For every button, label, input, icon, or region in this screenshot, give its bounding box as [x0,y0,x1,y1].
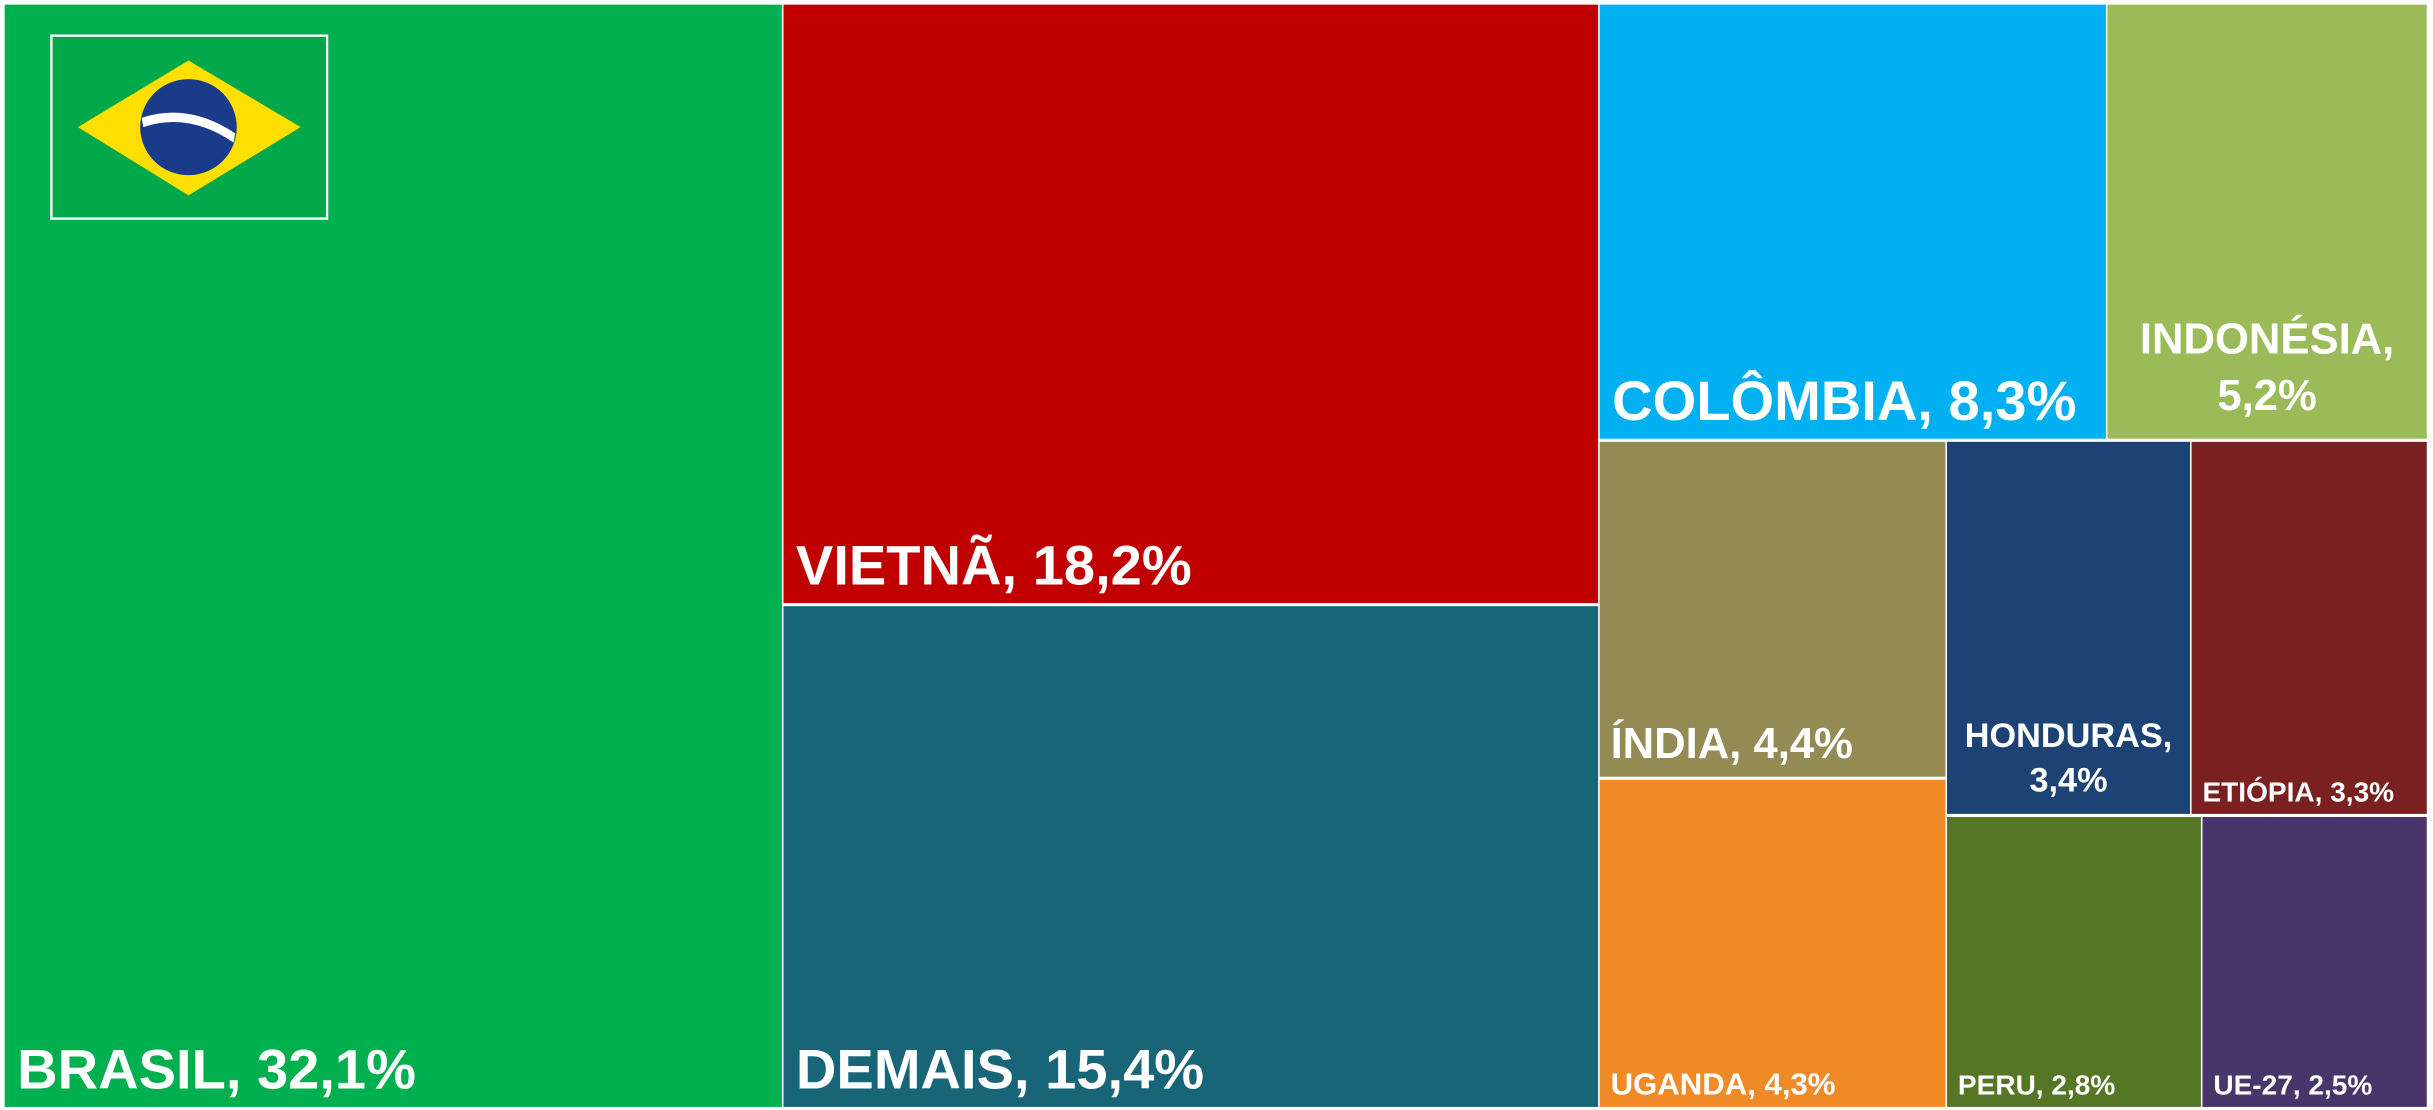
brazil-flag [50,34,329,220]
cell [2191,441,2427,814]
cell [2107,4,2427,439]
cell [1599,441,1946,777]
cell [1599,779,1946,1107]
cell-label: HONDURAS, 3,4% [1965,717,2172,799]
cell-label: VIETNÃ, 18,2% [796,534,1192,597]
cell [2202,816,2427,1107]
cell-label-line: HONDURAS, [1965,717,2172,755]
cell-label-line: INDONÉSIA, [2140,314,2394,364]
cell-label: BRASIL, 32,1% [17,1037,416,1100]
cell [1599,4,2106,439]
cell-label: ÍNDIA, 4,4% [1611,718,1853,768]
cell-label: DEMAIS, 15,4% [796,1037,1204,1100]
cell [1947,441,2191,814]
cell [783,606,1599,1107]
cell [1947,816,2201,1107]
cell-label: UE-27, 2,5% [2213,1070,2372,1101]
cell-label: INDONÉSIA, 5,2% [2140,314,2394,420]
cell-label: PERU, 2,8% [1958,1070,2115,1101]
cell-label-line: 3,4% [2029,762,2107,800]
cell-label: COLÔMBIA, 8,3% [1612,369,2076,432]
cell-label: UGANDA, 4,3% [1611,1067,1836,1102]
cells: BRASIL, 32,1% VIETNÃ, 18,2% DEMAIS, 15,4% C… [4,4,2427,1107]
cell-label-line: 5,2% [2217,372,2316,420]
flag-band [141,112,236,143]
flag-globe [140,79,237,176]
cell-label: ETIÓPIA, 3,3% [2202,777,2394,808]
cell [783,4,1599,604]
